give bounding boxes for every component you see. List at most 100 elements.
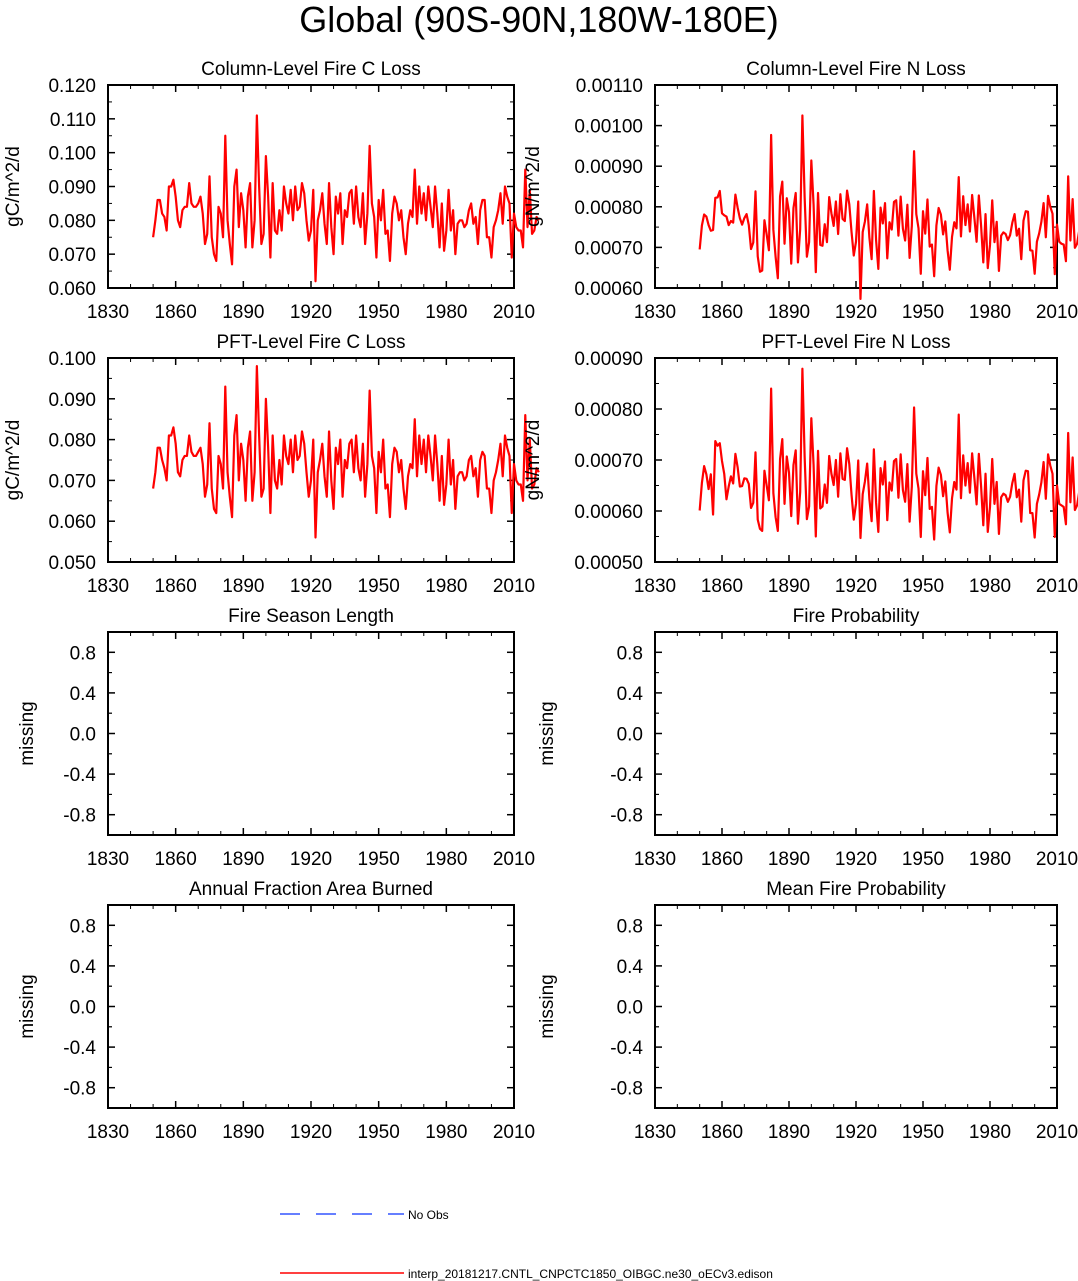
y-tick-label: 0.0 (617, 725, 643, 746)
series-line (698, 367, 1078, 541)
x-tick-label: 1920 (290, 849, 332, 870)
y-tick-label: 0.090 (48, 390, 96, 411)
x-tick-label: 1980 (969, 576, 1011, 597)
panel-title: Column-Level Fire N Loss (746, 59, 966, 80)
x-tick-label: 2010 (1036, 576, 1078, 597)
x-tick-label: 1860 (701, 1122, 743, 1143)
legend: No Obs interp_20181217.CNTL_CNPCTC1850_OI… (280, 1208, 773, 1281)
x-tick-label: 1830 (634, 576, 676, 597)
x-tick-label: 1980 (425, 302, 467, 323)
x-tick-label: 1950 (358, 576, 400, 597)
y-tick-label: 0.100 (48, 144, 96, 165)
panel-title: Fire Season Length (228, 606, 394, 627)
plot-frame (654, 904, 1058, 1109)
y-tick-label: 0.060 (48, 279, 96, 300)
x-tick-label: 1890 (222, 1122, 264, 1143)
y-tick-label: -0.8 (610, 1079, 643, 1100)
panel-title: Annual Fraction Area Burned (189, 879, 433, 900)
x-tick-label: 1830 (87, 302, 129, 323)
x-tick-label: 1920 (290, 302, 332, 323)
y-tick-label: -0.8 (63, 1079, 96, 1100)
y-axis-label: missing (17, 701, 38, 765)
x-tick-label: 1890 (768, 576, 810, 597)
x-tick-label: 1980 (425, 576, 467, 597)
x-tick-label: 1830 (634, 849, 676, 870)
y-axis-label: gC/m^2/d (3, 420, 24, 501)
panel-title: Column-Level Fire C Loss (201, 59, 421, 80)
x-tick-label: 1980 (969, 302, 1011, 323)
x-tick-label: 1920 (290, 1122, 332, 1143)
y-tick-label: 0.4 (617, 957, 644, 978)
y-tick-label: -0.8 (63, 806, 96, 827)
plot-frame (107, 904, 515, 1109)
x-tick-label: 1830 (87, 576, 129, 597)
series-line (698, 114, 1078, 301)
x-tick-label: 2010 (493, 849, 535, 870)
y-axis-label: gC/m^2/d (3, 146, 24, 227)
y-tick-label: 0.4 (70, 684, 97, 705)
panel-title: Fire Probability (793, 606, 920, 627)
x-tick-label: 1890 (222, 302, 264, 323)
y-tick-label: 0.00060 (574, 279, 643, 300)
chart-panel: Column-Level Fire N Loss gN/m^2/d 1830 1860… (523, 59, 1078, 323)
y-tick-label: 0.00090 (574, 157, 643, 178)
x-tick-label: 2010 (1036, 849, 1078, 870)
y-tick-label: 0.050 (48, 553, 96, 574)
y-tick-label: 0.090 (48, 178, 96, 199)
x-tick-label: 1860 (701, 302, 743, 323)
x-tick-label: 1920 (835, 849, 877, 870)
x-tick-label: 1980 (969, 849, 1011, 870)
y-tick-label: 0.060 (48, 512, 96, 533)
x-tick-label: 1890 (768, 302, 810, 323)
y-tick-label: 0.080 (48, 431, 96, 452)
x-tick-label: 1860 (155, 576, 197, 597)
x-tick-label: 2010 (493, 576, 535, 597)
y-tick-label: 0.8 (617, 643, 643, 664)
x-tick-label: 2010 (1036, 1122, 1078, 1143)
x-tick-label: 1980 (425, 1122, 467, 1143)
y-tick-label: 0.110 (50, 110, 96, 131)
x-tick-label: 2010 (493, 302, 535, 323)
chart-panel: Annual Fraction Area Burned missing 1830 18… (17, 879, 535, 1143)
x-tick-label: 1860 (701, 576, 743, 597)
y-tick-label: 0.00110 (576, 76, 643, 97)
y-tick-label: 0.4 (70, 957, 97, 978)
x-tick-label: 1950 (358, 849, 400, 870)
y-tick-label: 0.4 (617, 684, 644, 705)
x-tick-label: 1920 (290, 576, 332, 597)
chart-panel: Column-Level Fire C Loss gC/m^2/d 1830 1860… (3, 59, 540, 323)
y-tick-label: 0.8 (70, 643, 96, 664)
x-tick-label: 1890 (222, 576, 264, 597)
y-tick-label: 0.100 (48, 349, 96, 370)
x-tick-label: 1950 (358, 1122, 400, 1143)
y-tick-label: -0.4 (63, 765, 96, 786)
page-title: Global (90S-90N,180W-180E) (299, 0, 779, 40)
x-tick-label: 1950 (902, 576, 944, 597)
legend-label-model: interp_20181217.CNTL_CNPCTC1850_OIBGC.ne… (408, 1267, 773, 1281)
plot-frame (654, 631, 1058, 836)
y-axis-label: missing (537, 701, 558, 765)
y-tick-label: 0.0 (70, 998, 96, 1019)
y-tick-label: 0.8 (70, 916, 96, 937)
x-tick-label: 1950 (902, 1122, 944, 1143)
y-tick-label: 0.120 (48, 76, 96, 97)
series-line (152, 365, 540, 539)
x-tick-label: 2010 (1036, 302, 1078, 323)
panel-title: PFT-Level Fire N Loss (762, 332, 951, 353)
y-tick-label: -0.8 (610, 806, 643, 827)
y-tick-label: 0.00060 (574, 502, 643, 523)
x-tick-label: 1920 (835, 302, 877, 323)
y-tick-label: 0.00050 (574, 553, 643, 574)
y-tick-label: -0.4 (610, 765, 643, 786)
x-tick-label: 1830 (87, 849, 129, 870)
legend-label-no-obs: No Obs (408, 1208, 449, 1222)
x-tick-label: 2010 (493, 1122, 535, 1143)
y-tick-label: 0.0 (617, 998, 643, 1019)
y-tick-label: 0.0 (70, 725, 96, 746)
y-tick-label: 0.070 (48, 245, 96, 266)
x-tick-label: 1860 (155, 302, 197, 323)
x-tick-label: 1890 (222, 849, 264, 870)
chart-panel: Mean Fire Probability missing 1830 1860 1890… (537, 879, 1078, 1143)
y-tick-label: -0.4 (610, 1038, 643, 1059)
